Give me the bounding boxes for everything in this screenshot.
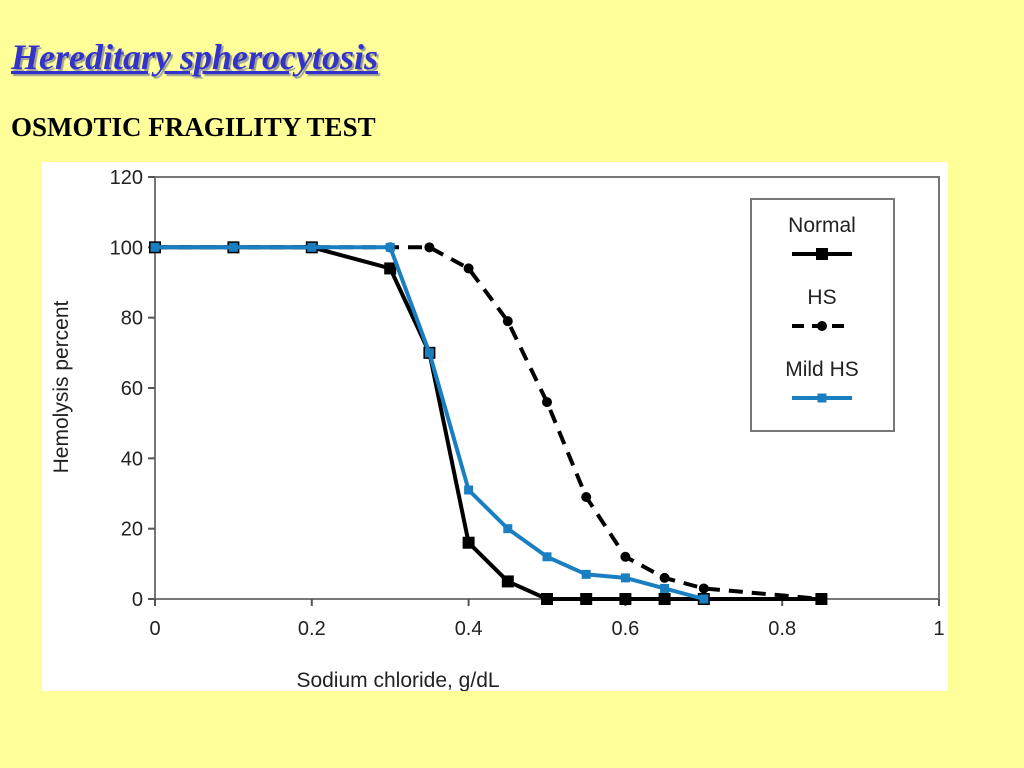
data-point-mild-hs [307, 242, 317, 252]
data-point-hs [463, 263, 474, 274]
osmotic-fragility-chart: 0 0.2 0.4 0.6 0.8 1 0 20 40 60 80 100 120 Normal HS Mi… [50, 167, 945, 691]
data-point-mild-hs [699, 594, 709, 604]
x-axis-title: Sodium chloride, g/dL [296, 669, 499, 691]
data-point-mild-hs [542, 552, 552, 562]
slide-title: Hereditary spherocytosis [11, 37, 378, 77]
y-tick-label: 20 [121, 519, 143, 541]
series-hs [150, 242, 827, 604]
series-layer [149, 241, 828, 605]
x-tick-label: 1 [933, 618, 944, 640]
legend-marker-hs [817, 321, 827, 331]
data-point-hs [698, 583, 709, 594]
data-point-hs [502, 316, 513, 327]
data-point-mild-hs [503, 524, 513, 534]
y-tick-label: 40 [121, 448, 143, 470]
legend-label-normal: Normal [788, 214, 856, 237]
series-line-hs [155, 245, 822, 601]
legend-marker-normal [816, 248, 828, 260]
data-point-hs [424, 242, 435, 253]
legend: Normal HS Mild HS [750, 198, 895, 432]
legend-marker-mild-hs [817, 393, 827, 403]
data-point-mild-hs [660, 583, 670, 593]
data-point-normal [619, 593, 632, 605]
data-point-normal [384, 262, 397, 275]
data-point-normal [658, 593, 671, 605]
x-tick-label: 0.8 [768, 618, 796, 640]
y-tick-label: 100 [110, 237, 143, 259]
data-point-normal [541, 593, 553, 605]
slide-subtitle: OSMOTIC FRAGILITY TEST [11, 112, 376, 142]
data-point-normal [580, 593, 593, 605]
legend-label-hs: HS [807, 286, 836, 309]
data-point-hs [581, 492, 592, 503]
data-point-mild-hs [150, 242, 160, 252]
data-point-mild-hs [228, 242, 238, 252]
y-tick-label: 60 [121, 378, 143, 400]
x-tick-label: 0 [149, 618, 160, 640]
x-tick-label: 0.6 [611, 618, 639, 640]
y-tick-label: 0 [132, 589, 143, 611]
legend-label-mild-hs: Mild HS [785, 358, 859, 381]
data-point-mild-hs [464, 485, 474, 495]
legend-box [750, 198, 895, 432]
data-point-normal [462, 536, 475, 549]
data-point-mild-hs [385, 242, 395, 252]
series-line-mild-hs [155, 245, 705, 601]
chart-panel: 0 0.2 0.4 0.6 0.8 1 0 20 40 60 80 100 120 Normal HS Mi… [42, 162, 948, 691]
x-tick-label: 0.4 [455, 618, 483, 640]
data-point-mild-hs [620, 573, 630, 583]
data-point-hs [659, 572, 670, 583]
y-axis-title: Hemolysis percent [50, 300, 73, 473]
data-point-normal [815, 593, 828, 605]
x-tick-label: 0.2 [298, 618, 326, 640]
data-point-mild-hs [581, 569, 591, 579]
data-point-mild-hs [424, 348, 434, 358]
y-tick-label: 120 [110, 167, 143, 189]
data-point-hs [542, 397, 552, 408]
y-tick-label: 80 [121, 308, 143, 330]
series-mild-hs [150, 242, 709, 604]
data-point-hs [620, 551, 631, 562]
series-line-normal [155, 245, 822, 601]
data-point-normal [501, 575, 514, 588]
